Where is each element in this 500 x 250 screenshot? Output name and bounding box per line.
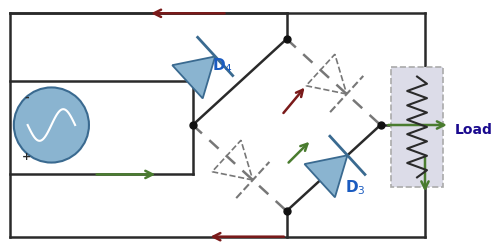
Text: +: + [22, 152, 32, 162]
Text: Load: Load [454, 123, 492, 137]
Polygon shape [304, 155, 348, 197]
Text: -: - [24, 92, 29, 102]
Text: D$_4$: D$_4$ [212, 56, 233, 75]
Text: D$_3$: D$_3$ [346, 178, 366, 197]
Polygon shape [172, 56, 215, 98]
FancyBboxPatch shape [392, 67, 443, 187]
Circle shape [14, 88, 89, 162]
